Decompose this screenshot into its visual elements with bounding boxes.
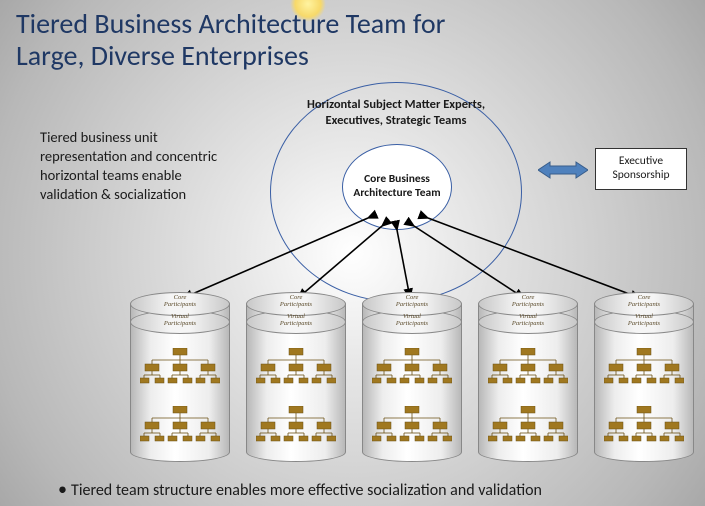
org-chart-icon bbox=[140, 348, 220, 399]
executive-sponsorship-box: Executive Sponsorship bbox=[595, 148, 687, 190]
cylinder-label-core: CoreParticipants bbox=[246, 295, 346, 308]
cylinder: CoreParticipants VirtualParticipants bbox=[594, 292, 694, 462]
org-chart-icon bbox=[256, 348, 336, 399]
outer-circle-label: Horizontal Subject Matter Experts, Execu… bbox=[296, 97, 496, 128]
slide-title: Tiered Business Architecture Team for La… bbox=[16, 8, 445, 72]
cylinder-label-virtual: VirtualParticipants bbox=[362, 314, 462, 327]
cylinder-row: CoreParticipants VirtualParticipants bbox=[130, 292, 694, 462]
cylinder-label-virtual: VirtualParticipants bbox=[594, 314, 694, 327]
title-line-2: Large, Diverse Enterprises bbox=[16, 38, 309, 73]
cylinder: CoreParticipants VirtualParticipants bbox=[246, 292, 346, 462]
cylinder-label-core: CoreParticipants bbox=[478, 295, 578, 308]
cylinder-label-virtual: VirtualParticipants bbox=[478, 314, 578, 327]
cylinder: CoreParticipants VirtualParticipants bbox=[478, 292, 578, 462]
sponsor-label: Executive Sponsorship bbox=[596, 155, 686, 183]
org-chart-icon bbox=[604, 406, 684, 457]
cylinder-label-virtual: VirtualParticipants bbox=[246, 314, 346, 327]
org-chart-icon bbox=[140, 406, 220, 457]
bullet-text: Tiered team structure enables more effec… bbox=[71, 481, 542, 500]
inner-circle-label: Core Business Architecture Team bbox=[343, 173, 451, 201]
cylinder-label-core: CoreParticipants bbox=[594, 295, 694, 308]
org-chart-icon bbox=[488, 406, 568, 457]
org-chart-icon bbox=[372, 406, 452, 457]
org-chart-icon bbox=[604, 348, 684, 399]
org-chart-icon bbox=[256, 406, 336, 457]
org-chart-icon bbox=[372, 348, 452, 399]
org-chart-icon bbox=[488, 348, 568, 399]
cylinder: CoreParticipants VirtualParticipants bbox=[362, 292, 462, 462]
side-description: Tiered business unit representation and … bbox=[40, 128, 230, 203]
title-line-1: Tiered Business Architecture Team for bbox=[16, 6, 445, 41]
inner-circle: Core Business Architecture Team bbox=[342, 144, 452, 230]
cylinder-label-virtual: VirtualParticipants bbox=[130, 314, 230, 327]
cylinder-label-core: CoreParticipants bbox=[130, 295, 230, 308]
cylinder: CoreParticipants VirtualParticipants bbox=[130, 292, 230, 462]
bi-arrow-icon bbox=[538, 160, 588, 180]
bullet-point: Tiered team structure enables more effec… bbox=[58, 478, 542, 500]
cylinder-label-core: CoreParticipants bbox=[362, 295, 462, 308]
